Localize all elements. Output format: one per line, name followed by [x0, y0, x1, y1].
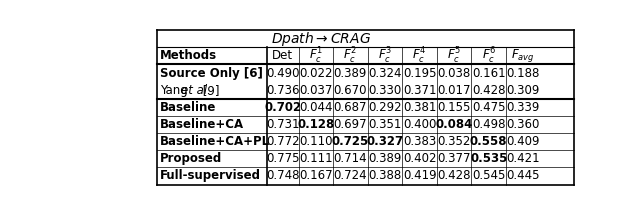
Text: Source Only [6]: Source Only [6] [160, 66, 263, 80]
Text: 0.111: 0.111 [299, 152, 333, 165]
Text: 0.428: 0.428 [437, 169, 471, 183]
Text: 0.351: 0.351 [368, 118, 402, 131]
Text: 0.736: 0.736 [266, 84, 300, 97]
Text: 0.670: 0.670 [333, 84, 367, 97]
Text: Proposed: Proposed [160, 152, 222, 165]
Text: 0.292: 0.292 [368, 101, 402, 114]
Text: 0.383: 0.383 [403, 135, 436, 148]
Text: 0.022: 0.022 [299, 66, 333, 80]
Text: 0.388: 0.388 [369, 169, 402, 183]
Text: 0.702: 0.702 [264, 101, 301, 114]
Text: 0.400: 0.400 [403, 118, 436, 131]
Text: 0.535: 0.535 [470, 152, 508, 165]
Text: 0.352: 0.352 [438, 135, 471, 148]
Text: 0.167: 0.167 [299, 169, 333, 183]
Text: 0.421: 0.421 [506, 152, 540, 165]
Text: 0.371: 0.371 [403, 84, 436, 97]
Text: Methods: Methods [160, 49, 217, 62]
Text: Yang: Yang [160, 84, 191, 97]
Text: $F_c^3$: $F_c^3$ [378, 46, 392, 66]
Text: 0.697: 0.697 [333, 118, 367, 131]
Text: 0.772: 0.772 [266, 135, 300, 148]
Text: $F_c^6$: $F_c^6$ [481, 46, 496, 66]
Text: 0.339: 0.339 [506, 101, 540, 114]
Text: $Dpath \rightarrow CRAG$: $Dpath \rightarrow CRAG$ [271, 30, 371, 48]
Text: 0.188: 0.188 [506, 66, 540, 80]
Text: 0.490: 0.490 [266, 66, 300, 80]
Text: 0.409: 0.409 [506, 135, 540, 148]
Text: Baseline+CA+PL: Baseline+CA+PL [160, 135, 270, 148]
Text: $F_c^2$: $F_c^2$ [344, 46, 357, 66]
Text: $F_{avg}$: $F_{avg}$ [511, 47, 535, 64]
Text: 0.309: 0.309 [506, 84, 540, 97]
Text: 0.748: 0.748 [266, 169, 300, 183]
Text: 0.724: 0.724 [333, 169, 367, 183]
Text: 0.161: 0.161 [472, 66, 506, 80]
Text: 0.428: 0.428 [472, 84, 506, 97]
Text: Baseline: Baseline [160, 101, 216, 114]
Text: 0.558: 0.558 [470, 135, 508, 148]
Text: 0.475: 0.475 [472, 101, 506, 114]
Text: 0.324: 0.324 [368, 66, 402, 80]
Text: $F_c^5$: $F_c^5$ [447, 46, 461, 66]
Text: 0.017: 0.017 [437, 84, 471, 97]
Text: 0.498: 0.498 [472, 118, 506, 131]
Text: 0.110: 0.110 [299, 135, 333, 148]
Text: [9]: [9] [198, 84, 219, 97]
Text: 0.725: 0.725 [332, 135, 369, 148]
Text: 0.377: 0.377 [437, 152, 471, 165]
Text: 0.402: 0.402 [403, 152, 436, 165]
Text: 0.419: 0.419 [403, 169, 436, 183]
Text: 0.195: 0.195 [403, 66, 436, 80]
Text: 0.714: 0.714 [333, 152, 367, 165]
Text: $F_c^4$: $F_c^4$ [412, 46, 427, 66]
Text: Baseline+CA: Baseline+CA [160, 118, 244, 131]
Text: 0.044: 0.044 [299, 101, 333, 114]
Text: 0.445: 0.445 [506, 169, 540, 183]
Text: Det: Det [273, 49, 294, 62]
Text: 0.389: 0.389 [368, 152, 402, 165]
Text: 0.084: 0.084 [435, 118, 473, 131]
Text: 0.330: 0.330 [369, 84, 402, 97]
Text: 0.687: 0.687 [333, 101, 367, 114]
Text: 0.037: 0.037 [299, 84, 333, 97]
Text: $F_c^1$: $F_c^1$ [308, 46, 323, 66]
Text: 0.731: 0.731 [266, 118, 300, 131]
Text: 0.128: 0.128 [297, 118, 335, 131]
Text: 0.389: 0.389 [333, 66, 367, 80]
Text: 0.155: 0.155 [438, 101, 471, 114]
Text: 0.038: 0.038 [438, 66, 471, 80]
Text: 0.545: 0.545 [472, 169, 506, 183]
Text: 0.327: 0.327 [367, 135, 404, 148]
Text: Full-supervised: Full-supervised [160, 169, 261, 183]
Text: 0.381: 0.381 [403, 101, 436, 114]
Text: 0.775: 0.775 [266, 152, 300, 165]
Text: et al.: et al. [180, 84, 211, 97]
Text: 0.360: 0.360 [506, 118, 540, 131]
